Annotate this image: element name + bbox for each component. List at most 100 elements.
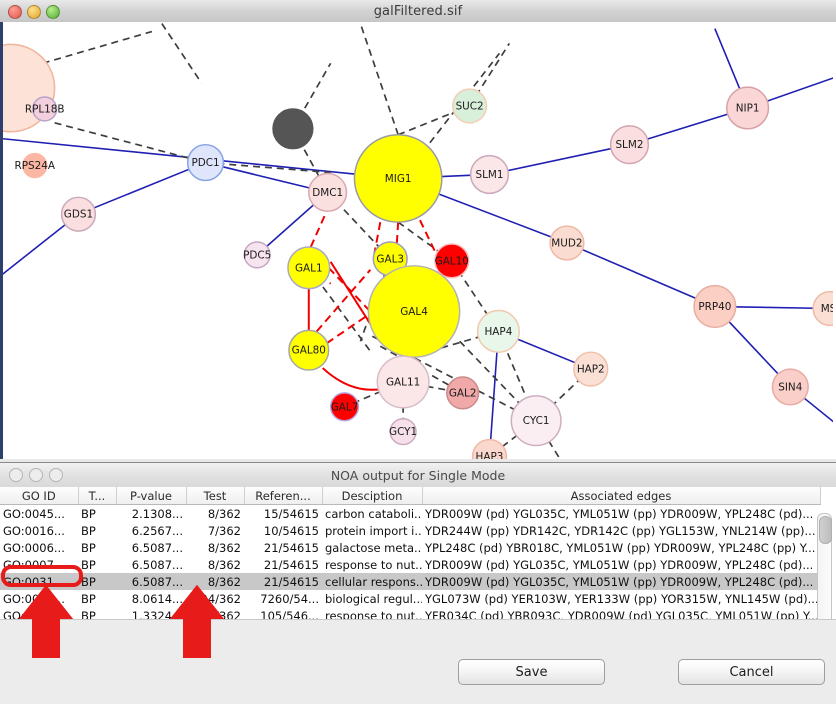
- network-node-gal11[interactable]: GAL11: [376, 355, 430, 409]
- column-header-associated-edges[interactable]: Associated edges: [422, 487, 821, 505]
- column-header-reference[interactable]: Referen...: [244, 487, 323, 505]
- node-circle[interactable]: [452, 88, 488, 124]
- node-circle[interactable]: [308, 172, 348, 212]
- node-circle[interactable]: [272, 108, 314, 150]
- node-circle[interactable]: [446, 376, 480, 410]
- cell-go-id: GO:0006...: [3, 540, 65, 555]
- node-label: GAL4: [400, 306, 428, 318]
- network-node-gcy1[interactable]: GCY1: [389, 417, 417, 446]
- results-table-container[interactable]: GO ID T... P-value Test Referen... Desci…: [0, 487, 836, 620]
- table-row[interactable]: GO:0006... BP 6.5087... 8/362 21/54615 galact…: [0, 539, 820, 556]
- node-circle[interactable]: [60, 196, 97, 232]
- node-circle[interactable]: [812, 290, 833, 327]
- network-node-slm1[interactable]: SLM1: [469, 154, 510, 195]
- network-node-gal3[interactable]: GAL3: [372, 241, 408, 277]
- node-circle[interactable]: [353, 134, 443, 223]
- column-header-test[interactable]: Test: [186, 487, 245, 505]
- minimize-button-icon[interactable]: [27, 5, 41, 19]
- network-node-gds1[interactable]: GDS1: [60, 196, 97, 232]
- network-node-msi[interactable]: MSI: [812, 290, 833, 327]
- table-vertical-scrollbar[interactable]: [817, 513, 832, 619]
- network-node-rps24a[interactable]: RPS24A: [15, 152, 56, 179]
- column-header-pvalue[interactable]: P-value: [116, 487, 187, 505]
- scrollbar-thumb[interactable]: [819, 516, 832, 544]
- node-circle[interactable]: [693, 284, 737, 329]
- node-circle[interactable]: [243, 241, 271, 269]
- zoom-button-icon[interactable]: [49, 468, 63, 482]
- close-button-icon[interactable]: [8, 5, 22, 19]
- network-node-pdc1[interactable]: PDC1: [186, 143, 225, 182]
- cancel-button[interactable]: Cancel: [678, 659, 825, 685]
- cell-pvalue: 1.3324...: [131, 608, 183, 620]
- close-button-icon[interactable]: [9, 468, 23, 482]
- node-circle[interactable]: [376, 355, 430, 409]
- network-node-hap2[interactable]: HAP2: [573, 351, 609, 387]
- network-node-gal2[interactable]: GAL2: [446, 376, 480, 410]
- minimize-button-icon[interactable]: [29, 468, 43, 482]
- network-node-hap3[interactable]: HAP3: [471, 438, 508, 459]
- node-circle[interactable]: [22, 152, 48, 179]
- network-node[interactable]: [272, 108, 314, 150]
- node-circle[interactable]: [573, 351, 609, 387]
- network-node-nip1[interactable]: NIP1: [726, 86, 770, 130]
- node-circle[interactable]: [771, 368, 809, 406]
- column-header-description[interactable]: Desciption: [322, 487, 423, 505]
- column-header-go-id[interactable]: GO ID: [0, 487, 79, 505]
- network-node-suc2[interactable]: SUC2: [452, 88, 488, 124]
- window-controls[interactable]: [8, 5, 60, 19]
- network-node-gal7[interactable]: GAL7: [329, 392, 360, 422]
- network-node-cyc1[interactable]: CYC1: [510, 395, 562, 447]
- network-node-gal1[interactable]: GAL1: [287, 246, 331, 290]
- table-row[interactable]: GO:0007... BP 6.5087... 8/362 21/54615 respon…: [0, 556, 820, 573]
- network-node-sin4[interactable]: SIN4: [771, 368, 809, 406]
- table-body[interactable]: GO:0045... BP 2.1308... 8/362 15/54615 carbon…: [0, 505, 820, 620]
- edge-group-protein-dna: [42, 23, 592, 459]
- node-circle[interactable]: [469, 154, 510, 195]
- node-circle[interactable]: [186, 143, 225, 182]
- results-table[interactable]: GO ID T... P-value Test Referen... Desci…: [0, 487, 821, 620]
- node-label: MUD2: [551, 237, 582, 249]
- cell-test: 8/362: [186, 573, 244, 590]
- node-circle[interactable]: [32, 96, 58, 122]
- table-row[interactable]: GO:0065... BP 8.0614... 94/362 7260/54... bio…: [0, 590, 820, 607]
- table-row[interactable]: GO:0031... BP 1.3324... 11/362 105/546... res…: [0, 607, 820, 620]
- node-label: SLM1: [475, 169, 503, 181]
- network-graph[interactable]: RPL18B RPS24A GDS1 PDC1 PDC5 DMC1 SUC2 MIG1 SLM1…: [3, 22, 833, 459]
- column-header-type[interactable]: T...: [78, 487, 117, 505]
- network-node-dmc1[interactable]: DMC1: [308, 172, 348, 212]
- node-circle[interactable]: [476, 309, 521, 353]
- node-circle[interactable]: [510, 395, 562, 447]
- node-circle[interactable]: [367, 265, 461, 358]
- network-node-pdc5[interactable]: PDC5: [243, 241, 271, 269]
- network-node-gal80[interactable]: GAL80: [288, 329, 330, 371]
- node-label: HAP4: [484, 326, 512, 338]
- node-circle[interactable]: [549, 225, 585, 261]
- network-node-hap4[interactable]: HAP4: [476, 309, 521, 353]
- cell-associated-edges: YDR009W (pd) YGL035C, YML051W (pp) YDR00…: [422, 573, 820, 590]
- noa-window-controls[interactable]: [9, 468, 63, 482]
- node-circle[interactable]: [609, 125, 650, 165]
- cell-description: cellular respons...: [322, 573, 422, 590]
- node-circle[interactable]: [434, 243, 470, 279]
- network-node-rpl18b[interactable]: RPL18B: [25, 96, 65, 122]
- zoom-button-icon[interactable]: [46, 5, 60, 19]
- node-circle[interactable]: [288, 329, 330, 371]
- node-circle[interactable]: [329, 392, 360, 422]
- node-label: SLM2: [615, 139, 643, 151]
- network-node-prp40[interactable]: PRP40: [693, 284, 737, 329]
- network-node-gal10[interactable]: GAL10: [434, 243, 470, 279]
- save-button[interactable]: Save: [458, 659, 605, 685]
- table-row[interactable]: GO:0016... BP 6.2567... 7/362 10/54615 protei…: [0, 522, 820, 539]
- node-circle[interactable]: [471, 438, 508, 459]
- table-row[interactable]: GO:0045... BP 2.1308... 8/362 15/54615 carbon…: [0, 505, 820, 523]
- table-row[interactable]: GO:0031... BP 6.5087... 8/362 21/54615 cellul…: [0, 573, 820, 590]
- node-circle[interactable]: [726, 86, 770, 130]
- node-circle[interactable]: [287, 246, 331, 290]
- network-node-mud2[interactable]: MUD2: [549, 225, 585, 261]
- node-circle[interactable]: [389, 417, 417, 446]
- network-canvas[interactable]: RPL18B RPS24A GDS1 PDC1 PDC5 DMC1 SUC2 MIG1 SLM1…: [0, 22, 836, 459]
- network-node-slm2[interactable]: SLM2: [609, 125, 650, 165]
- network-node-mig1[interactable]: MIG1: [353, 134, 443, 223]
- network-node-gal4[interactable]: GAL4: [367, 265, 461, 358]
- node-group[interactable]: RPL18B RPS24A GDS1 PDC1 PDC5 DMC1 SUC2 MIG1 SLM1…: [3, 43, 833, 459]
